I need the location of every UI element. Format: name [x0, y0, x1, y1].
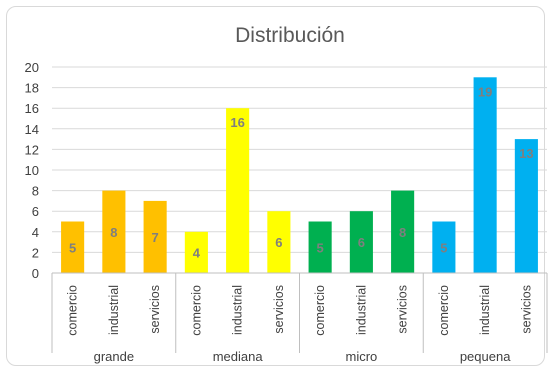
bar [61, 221, 85, 273]
y-tick-label: 2 [32, 245, 39, 260]
x-tick-label: servicios [519, 285, 533, 334]
bar [514, 139, 538, 273]
y-tick-label: 6 [32, 204, 39, 219]
x-tick-label: comercio [313, 285, 327, 336]
y-tick-label: 4 [32, 225, 39, 240]
bar [349, 211, 373, 273]
group-label: grande [94, 349, 134, 364]
y-tick-label: 12 [25, 142, 39, 157]
data-label: 16 [230, 115, 244, 130]
y-tick-label: 8 [32, 184, 39, 199]
bar [143, 200, 167, 273]
y-tick-label: 16 [25, 101, 39, 116]
data-label: 6 [275, 235, 282, 250]
data-label: 5 [317, 240, 324, 255]
gridlines [52, 66, 547, 274]
data-label: 8 [399, 225, 406, 240]
y-tick-label: 0 [32, 266, 39, 281]
bars: 5 8 7 4 16 6 5 6 8 5 19 13 [61, 77, 538, 273]
group-label: pequena [460, 349, 511, 364]
y-tick-label: 20 [25, 60, 39, 75]
bar [473, 77, 497, 273]
x-tick-label: comercio [437, 285, 451, 336]
bar [184, 231, 208, 273]
x-axis: comercio industrial servicios grande comerci… [51, 272, 548, 364]
x-tick-label: industrial [478, 285, 492, 335]
y-tick-label: 14 [25, 122, 39, 137]
group-label: micro [345, 349, 377, 364]
chart-title: Distribución [235, 24, 345, 47]
x-tick-label: industrial [107, 285, 121, 335]
data-label: 5 [440, 240, 447, 255]
bar [308, 221, 332, 273]
data-label: 5 [69, 240, 76, 255]
bar [226, 108, 250, 273]
bar [432, 221, 456, 273]
chart-card [6, 6, 545, 366]
data-label: 13 [519, 146, 533, 161]
x-tick-label: servicios [396, 285, 410, 334]
data-label: 8 [110, 225, 117, 240]
data-label: 4 [193, 245, 201, 260]
data-label: 6 [358, 235, 365, 250]
y-tick-label: 18 [25, 81, 39, 96]
bar [102, 190, 126, 273]
bar [391, 190, 415, 273]
x-tick-label: servicios [272, 285, 286, 334]
x-tick-label: comercio [189, 285, 203, 336]
group-label: mediana [213, 349, 264, 364]
data-label: 19 [478, 84, 492, 99]
bar [267, 211, 291, 273]
y-axis: 0 2 4 6 8 10 12 14 16 18 20 [25, 60, 39, 281]
x-tick-label: industrial [231, 285, 245, 335]
x-tick-label: comercio [66, 285, 80, 336]
data-label: 7 [152, 230, 159, 245]
x-tick-label: industrial [354, 285, 368, 335]
x-tick-label: servicios [148, 285, 162, 334]
y-tick-label: 10 [25, 163, 39, 178]
